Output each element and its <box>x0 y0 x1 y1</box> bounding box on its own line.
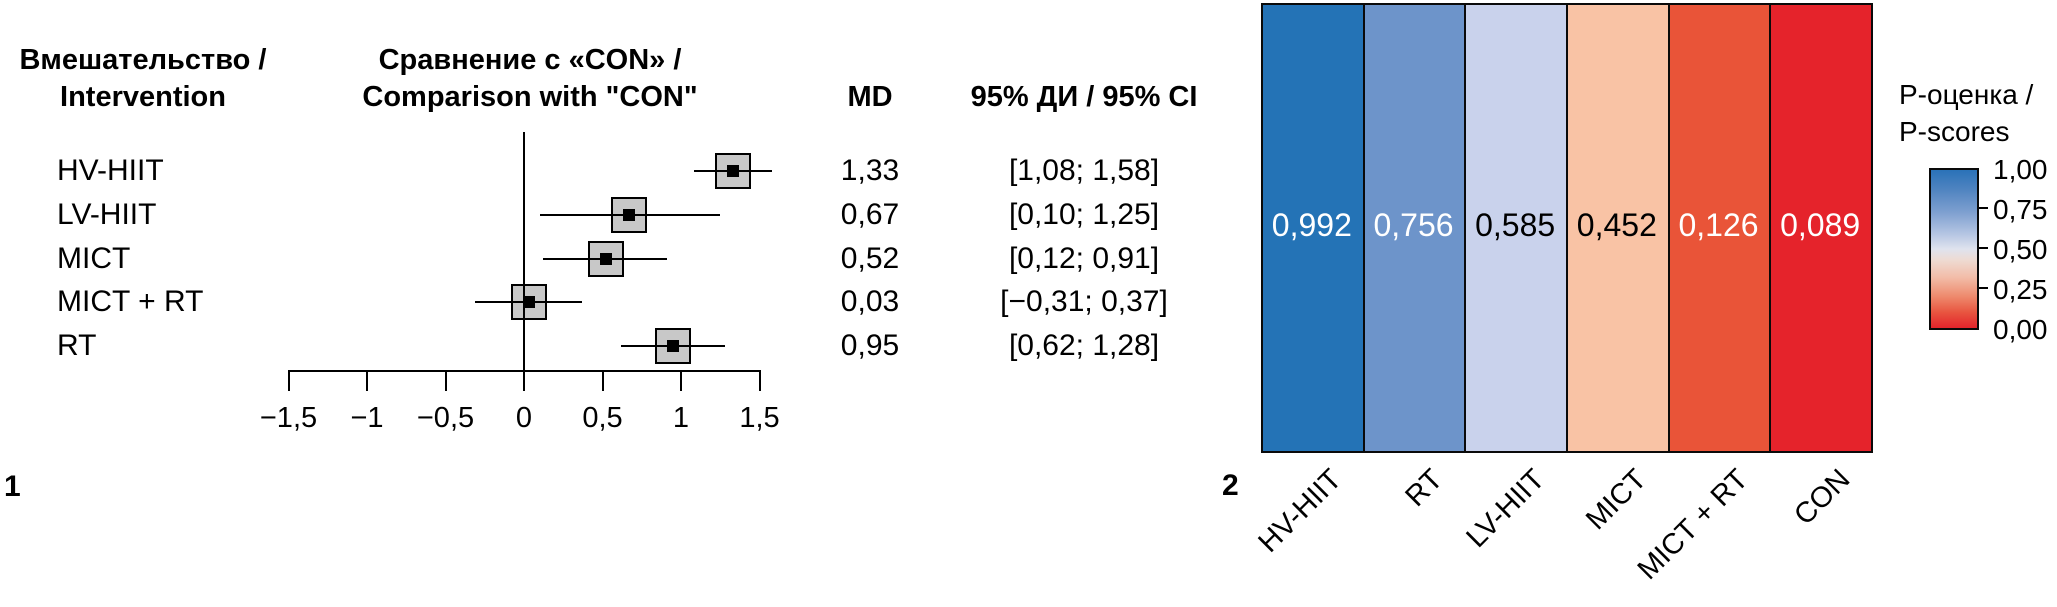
colorbar <box>1929 168 1979 330</box>
x-axis-tick-label: 0 <box>515 402 533 434</box>
colorbar-tick-mark <box>1979 207 1988 209</box>
ci-column-header: 95% ДИ / 95% CI <box>970 81 1198 113</box>
ci-value: [1,08; 1,58] <box>1008 154 1160 187</box>
comparison-header: Сравнение с «CON» / Comparison with "CON" <box>350 42 710 116</box>
treatment-label: HV-HIIT <box>57 154 164 187</box>
heatmap-column-label: MICT <box>1579 463 1653 537</box>
ci-value: [−0,31; 0,37] <box>1000 285 1168 318</box>
colorbar-tick-label: 0,00 <box>1993 314 2048 345</box>
intervention-header: Вмешательство / Intervention <box>18 42 268 116</box>
colorbar-tick-mark <box>1979 287 1988 289</box>
x-axis-tick <box>287 371 290 391</box>
effect-marker-dot <box>623 209 636 221</box>
treatment-label: RT <box>57 329 97 362</box>
heatmap-column-label: MICT + RT <box>1631 463 1755 586</box>
heatmap-column-label: LV-HIIT <box>1460 463 1552 554</box>
x-axis-tick-label: 0,5 <box>582 402 623 434</box>
md-value: 0,52 <box>840 242 900 275</box>
x-axis-tick-label: −1,5 <box>259 402 318 434</box>
panel-2-label: 2 <box>1222 469 1239 502</box>
colorbar-tick-mark <box>1979 247 1988 249</box>
heatmap-column <box>1362 3 1467 453</box>
x-axis-tick <box>523 371 525 391</box>
md-column-header: MD <box>847 81 893 113</box>
colorbar-tick-label: 0,25 <box>1993 274 2048 305</box>
pscore-value: 0,585 <box>1475 207 1556 243</box>
colorbar-tick-label: 0,75 <box>1993 194 2048 225</box>
pscore-value: 0,126 <box>1678 207 1759 243</box>
legend-title-line2: P-scores <box>1899 116 2010 147</box>
comparison-header-line1: Сравнение с «CON» / <box>378 44 682 76</box>
comparison-header-line2: Comparison with "CON" <box>362 81 698 113</box>
x-axis-tick-label: −1 <box>350 402 384 434</box>
treatment-label: MICT <box>57 242 131 275</box>
heatmap-column <box>1667 3 1772 453</box>
pscore-value: 0,089 <box>1780 207 1861 243</box>
intervention-header-line1: Вмешательство / <box>19 44 267 76</box>
heatmap-column-label: HV-HIIT <box>1252 463 1348 559</box>
x-axis-tick <box>601 371 604 391</box>
heatmap-column <box>1769 3 1873 453</box>
effect-marker-dot <box>599 253 612 265</box>
ci-value: [0,10; 1,25] <box>1008 198 1160 231</box>
x-axis-tick <box>758 371 761 391</box>
colorbar-tick-label: 1,00 <box>1993 154 2048 185</box>
zero-reference-line <box>523 132 525 372</box>
md-value: 1,33 <box>840 154 900 187</box>
legend-title: P-оценка / P-scores <box>1899 76 2033 150</box>
heatmap-column-label: CON <box>1787 463 1857 532</box>
ci-value: [0,62; 1,28] <box>1008 329 1160 362</box>
legend-title-line1: P-оценка / <box>1899 79 2034 110</box>
x-axis-tick <box>444 371 447 391</box>
md-value: 0,67 <box>840 198 900 231</box>
x-axis-tick-label: 1 <box>672 402 690 434</box>
pscore-value: 0,992 <box>1271 207 1352 243</box>
heatmap-column <box>1566 3 1670 453</box>
treatment-label: MICT + RT <box>57 285 204 318</box>
heatmap-column-label: RT <box>1399 463 1450 513</box>
x-axis-tick <box>680 371 682 391</box>
x-axis-tick-label: 1,5 <box>739 402 780 434</box>
effect-marker-dot <box>667 340 680 352</box>
colorbar-tick-label: 0,50 <box>1993 234 2048 265</box>
intervention-header-line2: Intervention <box>60 81 226 113</box>
effect-marker-dot <box>522 296 535 308</box>
pscore-value: 0,756 <box>1373 207 1454 243</box>
pscore-value: 0,452 <box>1576 207 1657 243</box>
treatment-label: LV-HIIT <box>57 198 157 231</box>
effect-marker-dot <box>726 165 739 177</box>
md-value: 0,03 <box>840 285 900 318</box>
md-value: 0,95 <box>840 329 900 362</box>
x-axis-tick <box>366 371 368 391</box>
x-axis-tick-label: −0,5 <box>416 402 475 434</box>
ci-value: [0,12; 0,91] <box>1008 242 1160 275</box>
panel-1-label: 1 <box>4 470 21 503</box>
